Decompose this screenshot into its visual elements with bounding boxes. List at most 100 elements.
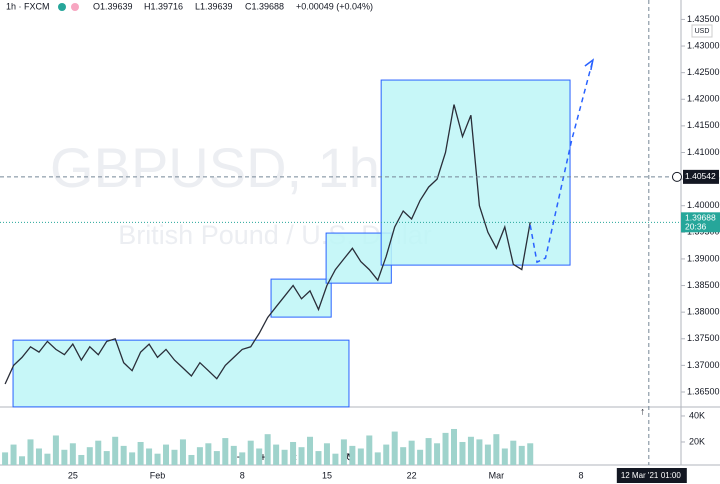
volume-bar	[518, 445, 525, 465]
y-tick-label: 1.43000	[687, 40, 720, 50]
volume-bar	[112, 436, 119, 465]
volume-tick-label: 20K	[689, 436, 705, 446]
crosshair-price-box	[683, 169, 719, 184]
ohlc-change: +0.00049 (+0.04%)	[296, 1, 373, 11]
y-tick-label: 1.42500	[687, 67, 720, 77]
volume-bar	[417, 449, 424, 465]
watermark-symbol: GBPUSD, 1h	[50, 136, 380, 199]
y-tick-label: 1.39000	[687, 253, 720, 263]
volume-bar	[281, 449, 288, 465]
volume-bar	[315, 451, 322, 465]
volume-bar	[86, 447, 93, 465]
volume-bar	[510, 440, 517, 465]
volume-bar	[69, 443, 76, 465]
volume-bar	[61, 449, 68, 465]
y-tick-label: 1.38500	[687, 280, 720, 290]
volume-bar	[264, 434, 271, 465]
volume-bar	[273, 444, 280, 465]
rectangle-drawing	[12, 339, 350, 408]
crosshair-add	[672, 171, 682, 182]
symbol[interactable]: 1h · FXCM	[6, 1, 50, 11]
volume-bar	[400, 447, 407, 465]
volume-bar	[171, 449, 178, 465]
volume-bar	[27, 439, 34, 465]
last-price-label: 1.39688	[685, 213, 716, 223]
volume-bar	[44, 453, 51, 465]
currency-box[interactable]	[691, 24, 713, 38]
volume-bar	[340, 439, 347, 465]
volume-bar	[129, 452, 136, 465]
volume-bar	[442, 432, 449, 465]
volume-bar	[527, 443, 534, 465]
volume-bar	[484, 444, 491, 465]
volume-bar	[459, 441, 466, 465]
volume-bar	[222, 438, 229, 465]
volume-bar	[154, 453, 161, 465]
x-tick-label: 8	[579, 470, 584, 480]
y-tick-label: 1.36500	[687, 386, 720, 396]
zoom-in-button[interactable]: +	[259, 450, 266, 464]
x-tick-label: 15	[322, 470, 332, 480]
y-tick-label: 1.41000	[687, 147, 720, 157]
crosshair-time-label: 01:00	[661, 471, 682, 480]
last-price-box	[681, 212, 720, 233]
x-tick-label: Mar	[489, 470, 505, 480]
volume-bar	[2, 452, 9, 465]
volume-bar	[476, 439, 483, 465]
crosshair-date-label: 12 Mar '21	[621, 471, 659, 480]
volume-bar	[247, 440, 254, 465]
volume-bar	[35, 448, 42, 465]
volume-bar	[323, 443, 330, 465]
volume-bar	[179, 439, 186, 465]
volume-bar	[188, 454, 195, 465]
volume-bar	[239, 452, 246, 465]
x-tick-label: 22	[407, 470, 417, 480]
projection-arrow	[529, 59, 594, 264]
crosshair-price-label: 1.40542	[685, 171, 716, 181]
y-tick-label: 1.41500	[687, 120, 720, 130]
volume-bar	[137, 441, 144, 465]
volume-bar	[163, 444, 170, 465]
volume-bar	[408, 440, 415, 465]
x-tick-label: 8	[240, 470, 245, 480]
volume-bar	[467, 436, 474, 465]
volume-bar	[357, 448, 364, 465]
volume-bar	[205, 443, 212, 465]
y-tick-label: 1.37500	[687, 333, 720, 343]
volume-bar	[213, 451, 220, 465]
volume-bar	[10, 444, 17, 465]
currency: USD	[695, 28, 710, 35]
volume-bar	[391, 431, 398, 465]
ohlc-low: L1.39639	[195, 1, 233, 11]
volume-bar	[332, 453, 339, 465]
volume-bar	[374, 452, 381, 465]
x-tick-label: Feb	[150, 470, 166, 480]
ohlc-high: H1.39716	[144, 1, 183, 11]
volume-bar	[451, 428, 457, 465]
volume-bar	[349, 445, 356, 465]
y-tick-label: 1.42000	[687, 94, 720, 104]
x-tick-label: 25	[68, 470, 78, 480]
ohlc-open: O1.39639	[93, 1, 133, 11]
volume-bar	[493, 434, 500, 465]
volume-bar	[146, 448, 153, 465]
status-dot	[58, 3, 66, 11]
volume-bar	[256, 448, 263, 465]
volume-bar	[78, 454, 85, 465]
volume-up-button[interactable]: ↑	[640, 407, 645, 418]
countdown-label: 20:36	[685, 222, 707, 232]
volume-tick-label: 40K	[689, 410, 705, 420]
volume-bar	[366, 435, 373, 465]
volume-bar	[425, 438, 432, 465]
volume-bar	[230, 445, 237, 465]
volume-bar	[434, 443, 441, 465]
ohlc-close: C1.39688	[245, 1, 284, 11]
volume-bar	[95, 440, 102, 465]
crosshair-date-box	[616, 468, 687, 483]
volume-bar	[120, 445, 127, 465]
volume-bar	[19, 456, 26, 465]
arrow-head	[584, 58, 595, 71]
volume-bar	[103, 451, 110, 465]
